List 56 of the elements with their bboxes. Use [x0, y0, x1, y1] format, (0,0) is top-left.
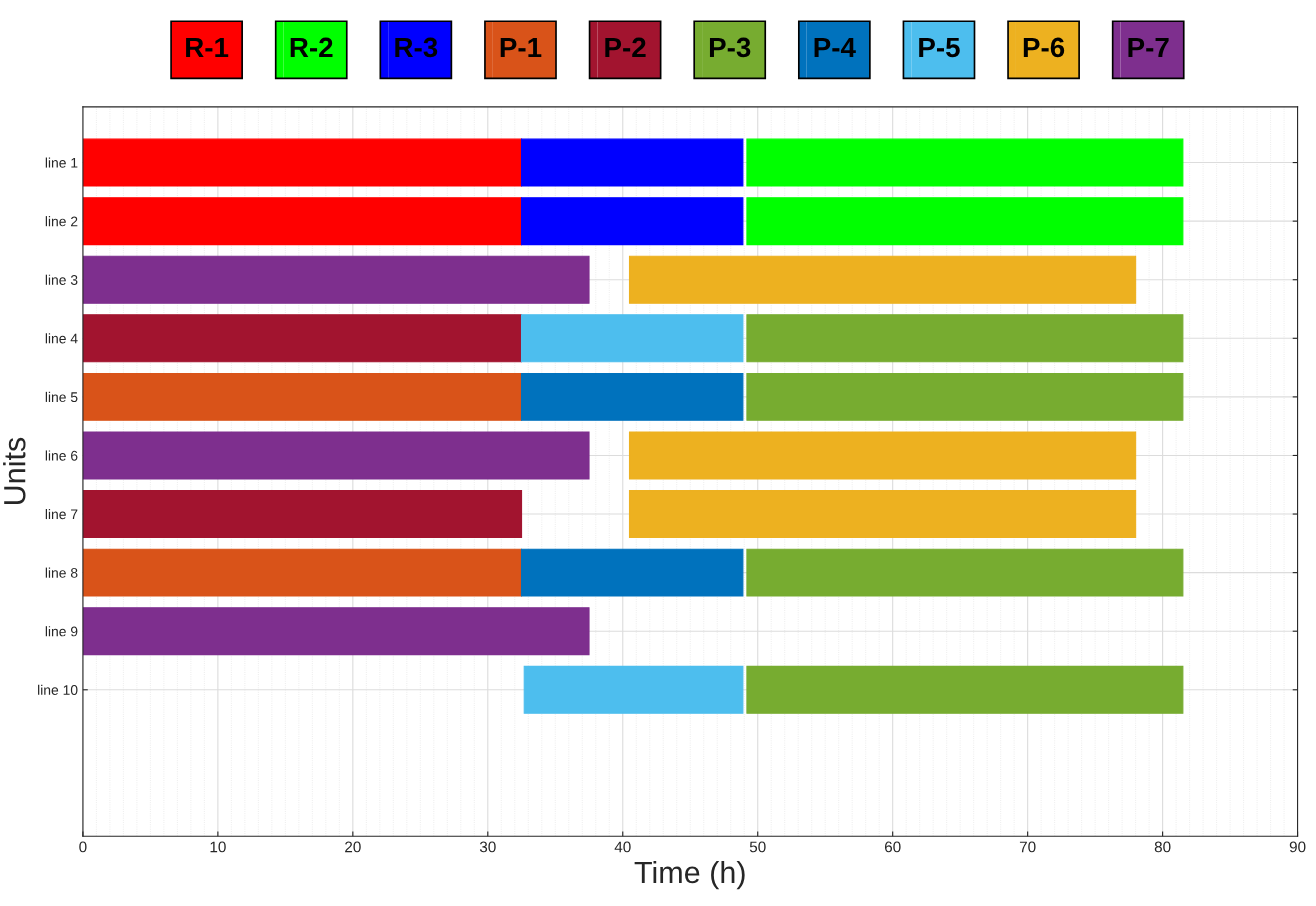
- bar: [746, 138, 1184, 187]
- y-axis-title: Units: [3, 437, 26, 505]
- y-tick-label: line 1: [45, 157, 78, 168]
- y-tick-label: line 2: [45, 216, 78, 227]
- x-tick-label: 60: [884, 841, 901, 853]
- y-tick-label: line 9: [45, 626, 78, 637]
- bar: [82, 138, 523, 187]
- y-tick-label: line 5: [45, 391, 78, 403]
- x-axis-title: Time (h): [634, 860, 745, 890]
- bar: [82, 255, 590, 304]
- legend-label: P-5: [919, 37, 960, 58]
- legend-label: R-3: [395, 37, 438, 58]
- y-tick-label: line 10: [38, 684, 78, 695]
- y-tick-label: line 7: [45, 509, 78, 520]
- x-tick-label: 30: [479, 841, 496, 853]
- bar: [82, 490, 523, 539]
- bar: [628, 490, 1137, 539]
- bar: [82, 607, 590, 656]
- bar: [746, 197, 1184, 246]
- bar: [82, 372, 523, 421]
- x-tick-label: 20: [345, 841, 361, 853]
- x-tick-label: 80: [1154, 841, 1171, 853]
- bar: [520, 548, 744, 597]
- bar: [82, 431, 590, 480]
- bar: [523, 665, 744, 714]
- x-tick-label: 70: [1019, 841, 1036, 853]
- bar: [82, 314, 523, 363]
- legend-label: R-2: [290, 37, 333, 58]
- x-tick-label: 10: [210, 841, 226, 853]
- legend-label: R-1: [186, 37, 229, 58]
- y-tick-label: line 4: [45, 333, 78, 344]
- bar: [520, 314, 744, 363]
- bar: [520, 197, 744, 246]
- x-tick-label: 0: [79, 841, 87, 853]
- bar: [628, 431, 1137, 480]
- x-tick-label: 40: [614, 841, 631, 853]
- legend-label: P-4: [814, 37, 856, 58]
- legend-label: P-7: [1128, 37, 1169, 58]
- bar: [520, 138, 744, 187]
- x-tick-label: 50: [749, 841, 766, 853]
- legend-label: P-1: [500, 37, 542, 58]
- y-tick-label: line 8: [45, 567, 78, 578]
- bar: [628, 255, 1137, 304]
- bar: [746, 665, 1184, 714]
- x-tick-label: 90: [1289, 841, 1306, 853]
- legend-label: P-6: [1023, 37, 1065, 58]
- y-tick-label: line 3: [45, 274, 78, 285]
- bar: [746, 372, 1184, 421]
- bar: [746, 548, 1184, 597]
- bar: [746, 314, 1184, 363]
- bar: [82, 548, 523, 597]
- bar: [82, 197, 523, 246]
- legend-label: P-2: [605, 37, 646, 58]
- y-tick-label: line 6: [45, 450, 78, 461]
- legend-label: P-3: [709, 37, 751, 58]
- bar: [520, 372, 744, 421]
